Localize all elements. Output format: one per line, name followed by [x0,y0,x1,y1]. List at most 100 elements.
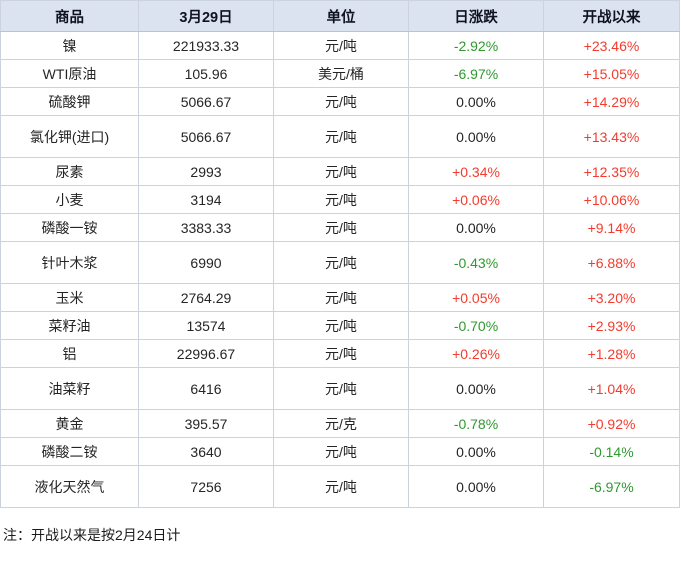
cell-since-war: +10.06% [543,185,680,214]
cell-since-war: +14.29% [543,87,680,116]
cell-unit: 元/吨 [273,157,409,186]
cell-price: 7256 [138,465,274,508]
table-row: 磷酸二铵 3640 元/吨 0.00% -0.14% [0,437,680,466]
cell-daily-change: -0.78% [408,409,544,438]
cell-price: 221933.33 [138,31,274,60]
cell-unit: 元/吨 [273,241,409,284]
cell-unit: 元/吨 [273,213,409,242]
cell-commodity-name: 小麦 [0,185,139,214]
cell-commodity-name: 氯化钾(进口) [0,115,139,158]
cell-commodity-name: 磷酸二铵 [0,437,139,466]
cell-price: 105.96 [138,59,274,88]
cell-commodity-name: 菜籽油 [0,311,139,340]
cell-daily-change: 0.00% [408,465,544,508]
cell-daily-change: +0.05% [408,283,544,312]
cell-since-war: +15.05% [543,59,680,88]
cell-unit: 元/吨 [273,367,409,410]
cell-price: 6990 [138,241,274,284]
cell-commodity-name: 针叶木浆 [0,241,139,284]
cell-unit: 元/吨 [273,87,409,116]
table-row: 油菜籽 6416 元/吨 0.00% +1.04% [0,367,680,410]
cell-since-war: +23.46% [543,31,680,60]
cell-price: 6416 [138,367,274,410]
cell-price: 2993 [138,157,274,186]
cell-price: 13574 [138,311,274,340]
cell-price: 22996.67 [138,339,274,368]
table-header: 商品 3月29日 单位 日涨跌 开战以来 [0,0,680,32]
table-row: 尿素 2993 元/吨 +0.34% +12.35% [0,157,680,186]
column-header-date: 3月29日 [138,0,274,32]
table-row: 磷酸一铵 3383.33 元/吨 0.00% +9.14% [0,213,680,242]
cell-price: 3640 [138,437,274,466]
table-row: 镍 221933.33 元/吨 -2.92% +23.46% [0,31,680,60]
cell-daily-change: -0.70% [408,311,544,340]
cell-price: 3194 [138,185,274,214]
table-row: WTI原油 105.96 美元/桶 -6.97% +15.05% [0,59,680,88]
cell-since-war: +1.04% [543,367,680,410]
table-row: 液化天然气 7256 元/吨 0.00% -6.97% [0,465,680,508]
cell-commodity-name: 尿素 [0,157,139,186]
cell-since-war: +1.28% [543,339,680,368]
cell-unit: 美元/桶 [273,59,409,88]
cell-price: 395.57 [138,409,274,438]
column-header-daily-change: 日涨跌 [408,0,544,32]
cell-since-war: -6.97% [543,465,680,508]
cell-price: 5066.67 [138,87,274,116]
table-row: 小麦 3194 元/吨 +0.06% +10.06% [0,185,680,214]
cell-price: 2764.29 [138,283,274,312]
cell-price: 5066.67 [138,115,274,158]
cell-daily-change: 0.00% [408,213,544,242]
table-row: 黄金 395.57 元/克 -0.78% +0.92% [0,409,680,438]
cell-daily-change: -0.43% [408,241,544,284]
cell-since-war: +6.88% [543,241,680,284]
cell-since-war: +3.20% [543,283,680,312]
cell-unit: 元/吨 [273,185,409,214]
cell-daily-change: 0.00% [408,367,544,410]
table-row: 铝 22996.67 元/吨 +0.26% +1.28% [0,339,680,368]
cell-unit: 元/吨 [273,31,409,60]
table-body: 镍 221933.33 元/吨 -2.92% +23.46% WTI原油 105… [0,31,680,508]
cell-commodity-name: 镍 [0,31,139,60]
cell-since-war: +0.92% [543,409,680,438]
cell-price: 3383.33 [138,213,274,242]
table-row: 菜籽油 13574 元/吨 -0.70% +2.93% [0,311,680,340]
cell-daily-change: 0.00% [408,437,544,466]
footnote: 注：开战以来是按2月24日计 [3,527,181,543]
column-header-commodity: 商品 [0,0,139,32]
cell-daily-change: 0.00% [408,115,544,158]
cell-commodity-name: 铝 [0,339,139,368]
commodity-price-table: 商品 3月29日 单位 日涨跌 开战以来 镍 221933.33 元/吨 -2.… [0,0,680,508]
header-row: 商品 3月29日 单位 日涨跌 开战以来 [0,0,680,32]
table-row: 氯化钾(进口) 5066.67 元/吨 0.00% +13.43% [0,115,680,158]
cell-daily-change: +0.06% [408,185,544,214]
cell-since-war: +9.14% [543,213,680,242]
cell-daily-change: +0.26% [408,339,544,368]
cell-daily-change: 0.00% [408,87,544,116]
cell-since-war: +13.43% [543,115,680,158]
cell-daily-change: -2.92% [408,31,544,60]
cell-daily-change: +0.34% [408,157,544,186]
table-row: 玉米 2764.29 元/吨 +0.05% +3.20% [0,283,680,312]
cell-unit: 元/吨 [273,283,409,312]
cell-since-war: +2.93% [543,311,680,340]
cell-commodity-name: 玉米 [0,283,139,312]
cell-commodity-name: 黄金 [0,409,139,438]
cell-unit: 元/吨 [273,115,409,158]
column-header-unit: 单位 [273,0,409,32]
column-header-since-war: 开战以来 [543,0,680,32]
cell-since-war: -0.14% [543,437,680,466]
cell-since-war: +12.35% [543,157,680,186]
cell-unit: 元/吨 [273,311,409,340]
cell-commodity-name: 磷酸一铵 [0,213,139,242]
table-row: 针叶木浆 6990 元/吨 -0.43% +6.88% [0,241,680,284]
cell-commodity-name: WTI原油 [0,59,139,88]
cell-commodity-name: 液化天然气 [0,465,139,508]
cell-unit: 元/克 [273,409,409,438]
cell-commodity-name: 油菜籽 [0,367,139,410]
cell-commodity-name: 硫酸钾 [0,87,139,116]
cell-unit: 元/吨 [273,339,409,368]
table-row: 硫酸钾 5066.67 元/吨 0.00% +14.29% [0,87,680,116]
cell-daily-change: -6.97% [408,59,544,88]
cell-unit: 元/吨 [273,437,409,466]
cell-unit: 元/吨 [273,465,409,508]
